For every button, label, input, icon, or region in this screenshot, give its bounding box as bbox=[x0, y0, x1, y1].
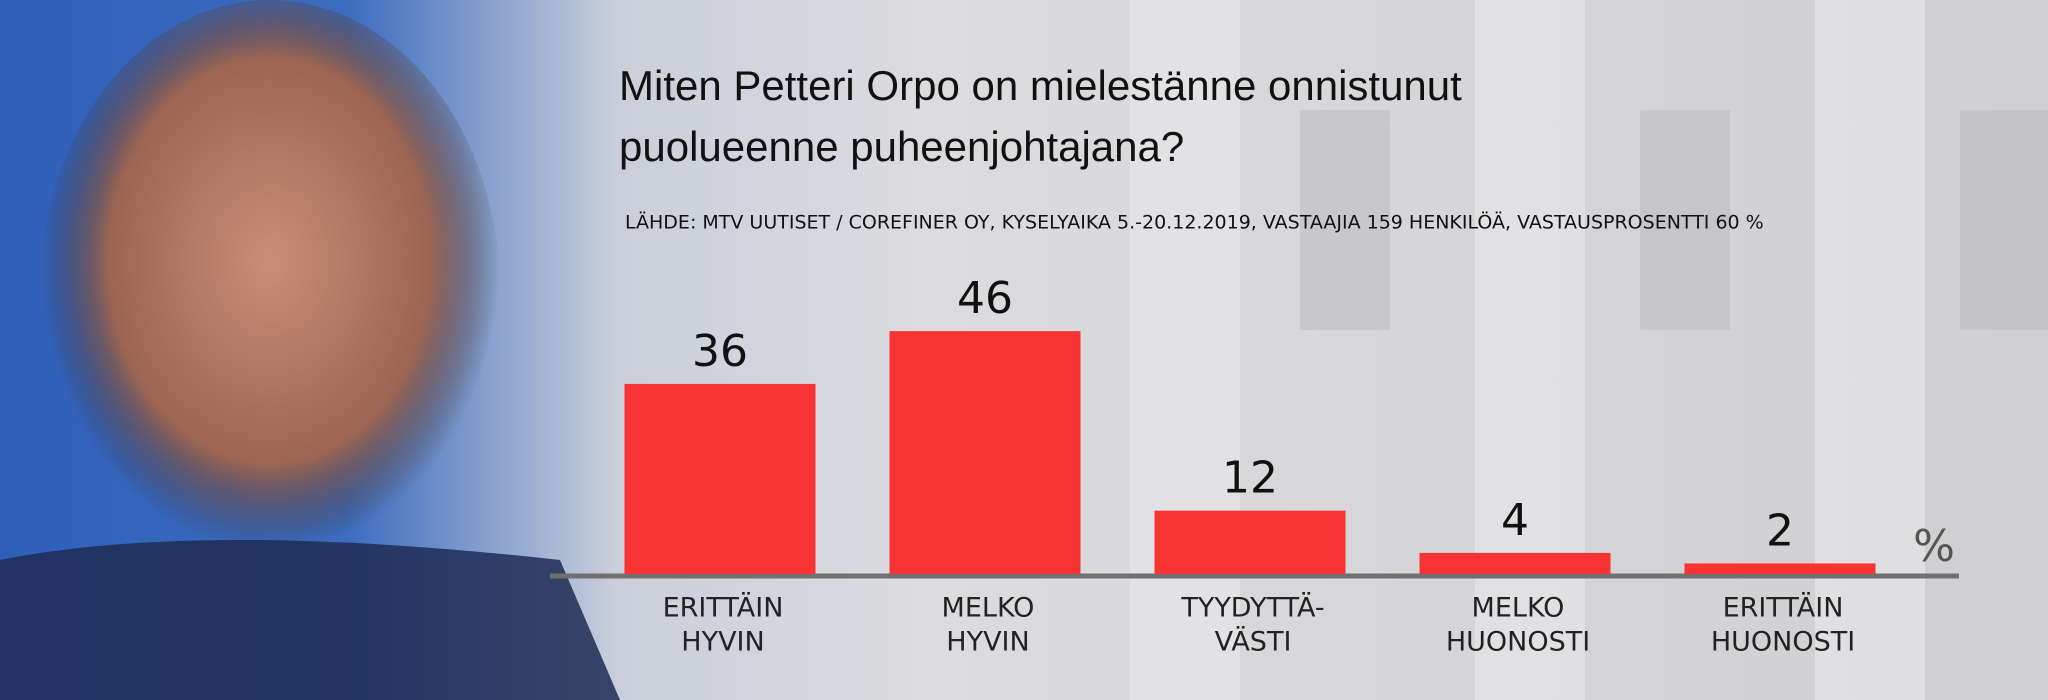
value-label: 36 bbox=[692, 326, 748, 377]
value-label: 2 bbox=[1766, 505, 1794, 556]
category-label: MELKO bbox=[1472, 593, 1565, 624]
bar bbox=[889, 331, 1081, 574]
unit-label: % bbox=[1913, 521, 1955, 572]
bar bbox=[1419, 552, 1611, 574]
category-label: ERITTÄIN bbox=[1723, 592, 1844, 624]
category-label: HUONOSTI bbox=[1446, 627, 1590, 658]
chart-title: puolueenne puheenjohtajana? bbox=[619, 123, 1184, 170]
value-label: 4 bbox=[1501, 495, 1529, 546]
bar bbox=[624, 383, 816, 574]
bar bbox=[1684, 563, 1876, 574]
chart-subtitle: LÄHDE: MTV UUTISET / COREFINER OY, KYSEL… bbox=[625, 211, 1764, 234]
building-columns bbox=[1130, 0, 1925, 700]
portrait bbox=[40, 0, 500, 580]
category-label: TYYDYTTÄ- bbox=[1180, 592, 1324, 624]
category-label: HUONOSTI bbox=[1711, 627, 1855, 658]
category-label: MELKO bbox=[942, 593, 1035, 624]
category-label: ERITTÄIN bbox=[663, 592, 784, 624]
portrait-suit bbox=[0, 540, 620, 700]
value-label: 12 bbox=[1222, 453, 1278, 504]
chart-title: Miten Petteri Orpo on mielestänne onnist… bbox=[619, 62, 1462, 109]
building-windows bbox=[1300, 110, 2048, 330]
value-label: 46 bbox=[957, 273, 1013, 324]
category-label: VÄSTI bbox=[1215, 626, 1292, 658]
bar bbox=[1154, 510, 1346, 574]
category-label: HYVIN bbox=[681, 627, 764, 658]
category-label: HYVIN bbox=[946, 627, 1029, 658]
